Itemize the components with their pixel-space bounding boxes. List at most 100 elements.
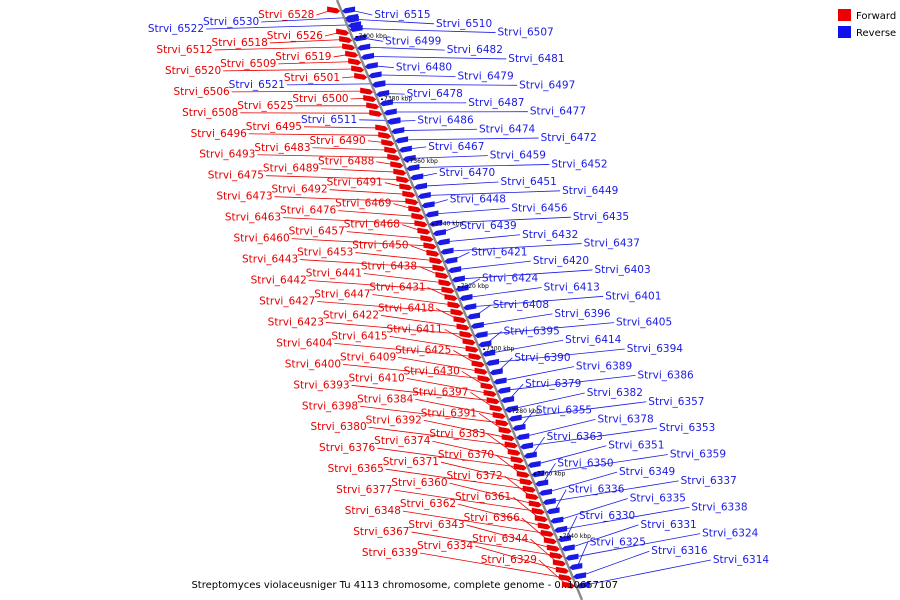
gene-label: Strvi_6518	[212, 37, 268, 49]
gene-leader-line	[368, 426, 510, 446]
gene-feature	[546, 544, 560, 552]
gene-label: Strvi_6511	[301, 114, 357, 126]
gene-feature	[456, 323, 470, 331]
gene-feature	[569, 562, 583, 570]
gene-label: Strvi_6451	[501, 176, 557, 188]
gene-leader-line	[291, 238, 429, 247]
gene-feature	[501, 396, 515, 404]
gene-feature	[528, 500, 542, 508]
gene-feature	[561, 581, 575, 589]
gene-feature	[368, 71, 382, 79]
gene-feature	[410, 173, 424, 181]
gene-label: Strvi_6530	[203, 16, 259, 28]
gene-label: Strvi_6377	[336, 484, 392, 496]
gene-leader-line	[521, 517, 550, 542]
gene-feature	[405, 198, 419, 206]
gene-feature	[390, 161, 404, 169]
axis-tick-mark	[534, 473, 537, 475]
gene-feature	[406, 164, 420, 172]
gene-leader-line	[329, 189, 408, 195]
gene-leader-line	[274, 196, 411, 203]
gene-feature	[342, 6, 356, 14]
gene-leader-line	[334, 342, 474, 357]
gene-label: Strvi_6314	[713, 554, 770, 566]
gene-leader-line	[376, 74, 456, 77]
gene-label: Strvi_6510	[436, 18, 492, 30]
gene-leader-line	[546, 471, 618, 493]
gene-feature	[508, 414, 522, 422]
gene-feature	[576, 581, 590, 589]
axis-tick-mark	[432, 223, 435, 225]
gene-label: Strvi_6489	[263, 163, 319, 175]
gene-leader-line	[471, 295, 604, 308]
gene-feature	[543, 537, 557, 545]
gene-label: Strvi_6515	[374, 9, 430, 21]
gene-leader-line	[278, 61, 354, 65]
gene-leader-line	[457, 503, 543, 527]
gene-leader-line	[360, 405, 501, 424]
gene-label: Strvi_6339	[362, 547, 418, 559]
gene-feature	[345, 50, 359, 58]
gene-leader-line	[466, 524, 552, 549]
legend-forward-label: Forward	[856, 11, 896, 22]
gene-label: Strvi_6361	[455, 491, 511, 503]
gene-feature	[339, 35, 353, 43]
gene-leader-line	[415, 398, 498, 416]
gene-leader-line	[535, 445, 607, 465]
gene-label: Strvi_6526	[267, 30, 324, 42]
gene-feature	[387, 117, 401, 125]
gene-label: Strvi_6336	[568, 484, 625, 496]
gene-label: Strvi_6353	[659, 422, 715, 434]
gene-label: Strvi_6488	[318, 156, 374, 168]
gene-label: Strvi_6460	[233, 233, 289, 245]
gene-leader-line	[357, 28, 496, 33]
gene-feature	[440, 247, 454, 255]
gene-leader-line	[403, 137, 539, 141]
gene-label: Strvi_6474	[479, 123, 536, 135]
gene-label: Strvi_6499	[385, 35, 441, 47]
gene-leader-line	[419, 552, 564, 579]
gene-label: Strvi_6408	[493, 299, 549, 311]
gene-leader-line	[504, 475, 531, 497]
gene-leader-line	[231, 90, 366, 93]
gene-label: Strvi_6349	[619, 466, 675, 478]
gene-feature	[535, 479, 549, 487]
axis-tick-label: 7300 kbp	[486, 346, 514, 353]
gene-leader-line	[206, 24, 357, 30]
gene-feature	[381, 139, 395, 147]
gene-label: Strvi_6411	[387, 323, 443, 335]
gene-label: Strvi_6410	[349, 372, 405, 384]
gene-feature	[565, 553, 579, 561]
gene-label: Strvi_6483	[254, 142, 310, 154]
gene-label: Strvi_6351	[608, 440, 664, 452]
gene-leader-line	[565, 515, 578, 539]
gene-feature	[510, 456, 524, 464]
gene-leader-line	[558, 498, 628, 521]
gene-leader-line	[542, 463, 556, 484]
gene-feature	[478, 340, 492, 348]
gene-feature	[486, 397, 500, 405]
gene-feature	[349, 25, 363, 33]
gene-label: Strvi_6400	[285, 358, 341, 370]
gene-feature	[379, 99, 393, 107]
gene-label: Strvi_6424	[482, 273, 539, 285]
gene-feature	[468, 352, 482, 360]
gene-leader-line	[501, 366, 575, 382]
gene-label: Strvi_6448	[450, 194, 506, 206]
gene-feature	[501, 434, 515, 442]
gene-label: Strvi_6396	[554, 308, 611, 320]
gene-feature	[366, 102, 380, 110]
gene-label: Strvi_6405	[616, 317, 672, 329]
gene-leader-line	[303, 126, 381, 129]
gene-label: Strvi_6492	[271, 184, 327, 196]
gene-feature	[525, 493, 539, 501]
gene-label: Strvi_6438	[361, 261, 417, 273]
gene-feature	[504, 405, 518, 413]
gene-feature	[507, 448, 521, 456]
gene-label: Strvi_6450	[352, 240, 408, 252]
gene-feature	[420, 235, 434, 243]
gene-label: Strvi_6477	[530, 106, 586, 118]
gene-feature	[489, 404, 503, 412]
gene-label: Strvi_6382	[587, 387, 643, 399]
